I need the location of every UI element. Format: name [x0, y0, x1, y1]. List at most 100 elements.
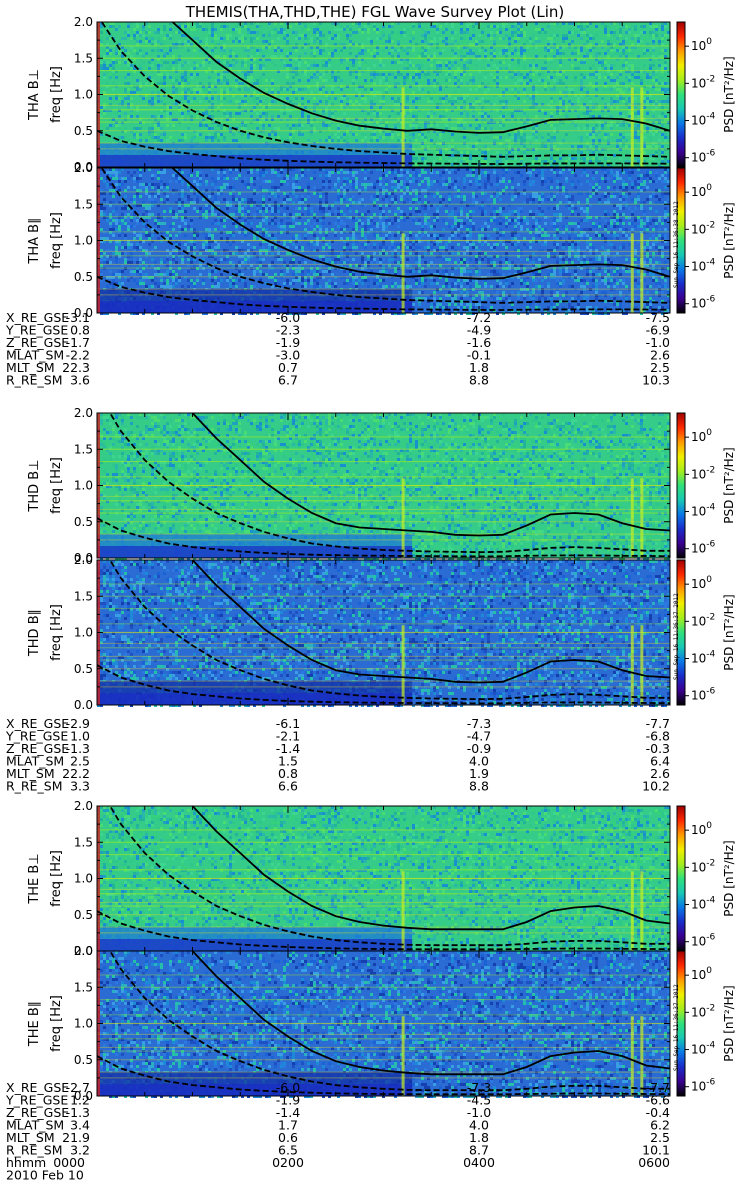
colorbar-tick-exponent: -4	[706, 896, 715, 906]
ephemeris-table: X_RE_GSE-3.1 -6.0 -7.2 -7.5Y_RE_GSE 0.8 -2.3-…	[5, 310, 670, 388]
colorbar-tick-exponent: -6	[706, 1078, 715, 1088]
y-tick-label: 2.0	[74, 15, 93, 29]
panel-label: THE B∥	[27, 1001, 42, 1048]
x-tick-label: 0200	[272, 1155, 304, 1170]
colorbar-tick-exponent: -6	[706, 149, 715, 159]
y-tick-label: 1.0	[74, 1017, 93, 1031]
colorbar-tick-label: 10-2	[691, 1003, 715, 1019]
colorbar-tick-base: 10	[691, 185, 706, 199]
panel-label: THD B⊥	[27, 459, 42, 512]
chart-title: THEMIS(THA,THD,THE) FGL Wave Survey Plot…	[185, 3, 564, 21]
colorbar-tick-exponent: -2	[706, 220, 715, 230]
colorbar-tick-exponent: -2	[706, 612, 715, 622]
broadband-burst	[640, 87, 643, 167]
component-name: B⊥	[27, 853, 42, 873]
y-axis-label: freq [Hz]	[49, 604, 64, 661]
colorbar-tick-label: 10-4	[691, 258, 716, 274]
y-tick-label: 1.0	[74, 88, 93, 102]
ephemeris-row-label: R_RE_SM	[6, 779, 63, 794]
y-tick-label: 0.5	[74, 124, 93, 138]
broadband-burst	[640, 478, 643, 558]
y-tick-label: 0.5	[74, 662, 93, 676]
component-name: B∥	[27, 1001, 42, 1016]
x-tick-label: 0600	[638, 1155, 670, 1170]
colorbar-tick-base: 10	[691, 430, 706, 444]
colorbar-tick-label: 10-4	[691, 896, 716, 912]
y-tick-label: 0.5	[74, 908, 93, 922]
y-axis-label: freq [Hz]	[49, 995, 64, 1052]
ephemeris-value: 8.8	[469, 779, 489, 794]
colorbar-tick-exponent: -6	[706, 933, 715, 943]
broadband-burst	[631, 478, 634, 558]
colorbar-tick-exponent: -6	[706, 540, 715, 550]
colorbar-tick-exponent: -2	[706, 74, 715, 84]
panel-label: THE B⊥	[27, 853, 42, 904]
colorbar-tick-exponent: 0	[706, 428, 712, 438]
broadband-burst	[631, 233, 634, 313]
colorbar-tick-base: 10	[691, 39, 706, 53]
y-tick-label: 1.5	[74, 51, 93, 65]
y-tick-label: 2.0	[74, 406, 93, 420]
colorbar-tick-base: 10	[691, 860, 706, 874]
broadband-burst	[640, 625, 643, 705]
component-name: B⊥	[27, 459, 42, 479]
colorbar-tick-base: 10	[691, 76, 706, 90]
broadband-burst	[402, 625, 405, 705]
broadband-burst	[402, 871, 405, 951]
colorbar-tick-label: 10-4	[691, 650, 716, 666]
colorbar-tick-exponent: -4	[706, 650, 715, 660]
colorbar	[677, 22, 685, 167]
y-tick-label: 2.0	[74, 553, 93, 567]
colorbar-tick-label: 10-6	[691, 1078, 716, 1094]
colorbar-tick-exponent: 0	[706, 183, 712, 193]
colorbar-tick-label: 100	[691, 183, 712, 199]
probe-name: THE	[27, 878, 42, 905]
colorbar-tick-label: 10-6	[691, 933, 716, 949]
colorbar-tick-base: 10	[691, 614, 706, 628]
y-tick-label: 0.5	[74, 1053, 93, 1067]
colorbar-tick-label: 100	[691, 575, 712, 591]
colorbar-tick-base: 10	[691, 151, 706, 165]
y-axis-label: freq [Hz]	[49, 457, 64, 514]
broadband-burst	[640, 1016, 643, 1096]
date-label: 2010 Feb 10	[6, 1168, 84, 1183]
broadband-burst	[631, 87, 634, 167]
colorbar-tick-exponent: -2	[706, 1003, 715, 1013]
colorbar	[677, 806, 685, 951]
broadband-burst	[402, 87, 405, 167]
colorbar-tick-base: 10	[691, 577, 706, 591]
colorbar-tick-base: 10	[691, 935, 706, 949]
y-tick-label: 0.0	[74, 698, 93, 712]
colorbar-label: PSD [nT²/Hz]	[722, 202, 736, 278]
colorbar-tick-base: 10	[691, 260, 706, 274]
colorbar-tick-label: 100	[691, 428, 712, 444]
y-tick-label: 1.0	[74, 626, 93, 640]
colorbar	[677, 413, 685, 558]
colorbar-label: PSD [nT²/Hz]	[722, 56, 736, 132]
broadband-burst	[631, 871, 634, 951]
colorbar-tick-base: 10	[691, 652, 706, 666]
colorbar-label: PSD [nT²/Hz]	[722, 985, 736, 1061]
y-tick-label: 2.0	[74, 161, 93, 175]
broadband-burst	[402, 478, 405, 558]
ephemeris-value: 10.3	[642, 373, 670, 388]
colorbar-tick-base: 10	[691, 505, 706, 519]
broadband-burst	[402, 1016, 405, 1096]
colorbar-tick-label: 10-6	[691, 149, 716, 165]
y-tick-label: 1.5	[74, 589, 93, 603]
broadband-burst	[640, 233, 643, 313]
broadband-burst	[640, 871, 643, 951]
colorbar-tick-label: 10-4	[691, 112, 716, 128]
colorbar-tick-exponent: -4	[706, 503, 715, 513]
x-tick-label: 0400	[463, 1155, 495, 1170]
y-tick-label: 1.5	[74, 197, 93, 211]
probe-name: THA	[27, 93, 42, 121]
broadband-burst	[631, 625, 634, 705]
colorbar-tick-exponent: 0	[706, 37, 712, 47]
y-tick-label: 1.5	[74, 835, 93, 849]
colorbar-tick-exponent: -4	[706, 1041, 715, 1051]
y-tick-label: 1.5	[74, 442, 93, 456]
